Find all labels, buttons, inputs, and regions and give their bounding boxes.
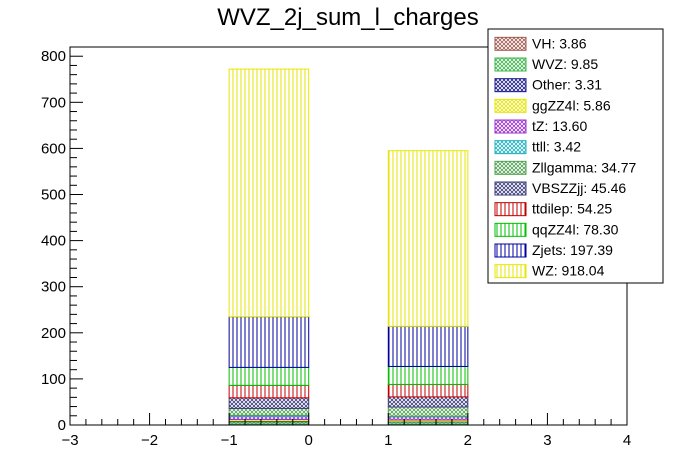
x-tick-label: −3 [61, 432, 78, 449]
legend-swatch [494, 264, 527, 279]
legend: VH: 3.86 WVZ: 9.85 Other: 3.31 ggZZ4l: 5.86… [487, 28, 664, 284]
x-tick-label: 1 [384, 432, 392, 449]
y-tick-label: 600 [41, 140, 66, 157]
bars-layer [228, 68, 469, 426]
y-tick-label: 200 [41, 325, 66, 342]
legend-swatch [494, 98, 527, 113]
legend-swatch [494, 140, 527, 155]
legend-swatch [494, 222, 527, 237]
x-tick-label: −1 [221, 432, 238, 449]
legend-entry: ggZZ4l: 5.86 [532, 97, 611, 113]
bar-segment [387, 365, 469, 385]
y-tick-label: 500 [41, 187, 66, 204]
axes-layer: 0 100 200 300 400 500 600 700 800 −3 −2 −1 0 1 2 3 4 [41, 48, 631, 449]
bar-segment [228, 68, 310, 318]
legend-entry: VBSZZjj: 45.46 [532, 180, 626, 196]
legend-entry: Zjets: 197.39 [532, 242, 613, 258]
x-tick-label: 2 [464, 432, 472, 449]
bar-segment [228, 407, 310, 416]
legend-swatch [494, 160, 527, 175]
legend-entry: ttdilep: 54.25 [532, 201, 612, 217]
y-tick-label: 300 [41, 279, 66, 296]
legend-entry: VH: 3.86 [532, 35, 587, 51]
y-tick-label: 800 [41, 48, 66, 65]
x-tick-label: 4 [623, 432, 631, 449]
legend-entry: Zllgamma: 34.77 [532, 159, 636, 175]
legend-swatch [494, 57, 527, 72]
legend-entry: WVZ: 9.85 [532, 56, 598, 72]
legend-swatch [494, 119, 527, 134]
bar-segment [387, 396, 469, 408]
chart-title: WVZ_2j_sum_l_charges [217, 4, 478, 31]
bar-segment [228, 384, 310, 399]
x-tick-label: 3 [543, 432, 551, 449]
legend-entry: tZ: 13.60 [532, 118, 587, 134]
bar-segment [387, 325, 469, 367]
legend-swatch [494, 78, 527, 93]
legend-swatch [494, 202, 527, 217]
y-tick-label: 400 [41, 233, 66, 250]
legend-entry: qqZZ4l: 78.30 [532, 221, 619, 237]
y-tick-label: 100 [41, 371, 66, 388]
bar-segment [387, 406, 469, 417]
legend-entry: ttll: 3.42 [532, 139, 581, 155]
legend-entry: Other: 3.31 [532, 77, 602, 93]
y-tick-label: 0 [58, 417, 66, 434]
legend-swatch [494, 181, 527, 196]
x-tick-label: −2 [141, 432, 158, 449]
bar-segment [228, 366, 310, 386]
legend-swatch [494, 243, 527, 258]
legend-swatch [494, 36, 527, 51]
bar-segment [387, 383, 469, 398]
bar-segment [228, 397, 310, 409]
bar-segment [387, 150, 469, 327]
x-tick-label: 0 [305, 432, 313, 449]
bar-segment [228, 316, 310, 368]
y-tick-label: 700 [41, 94, 66, 111]
legend-entry: WZ: 918.04 [532, 263, 605, 279]
